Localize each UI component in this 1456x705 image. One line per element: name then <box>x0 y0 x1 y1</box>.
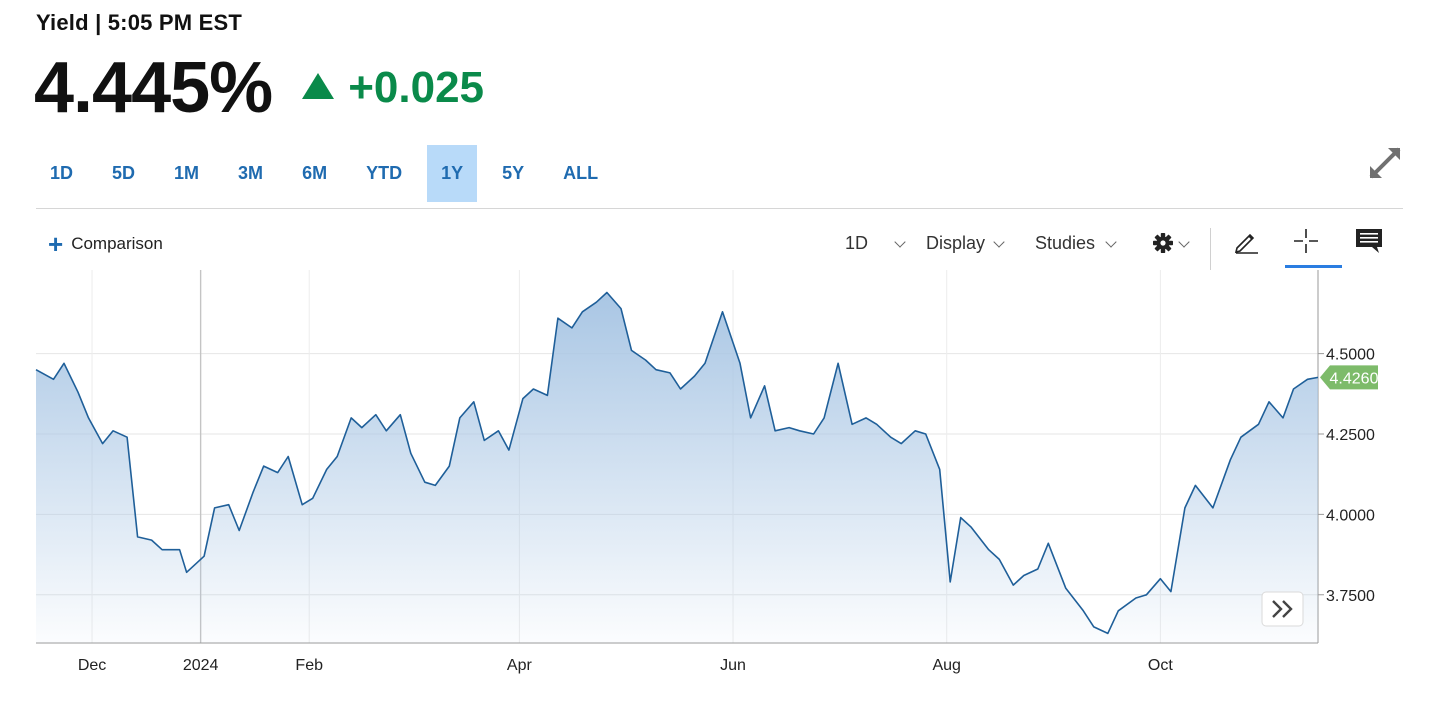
comment-icon[interactable] <box>1355 228 1383 254</box>
x-tick-label: Jun <box>720 657 746 674</box>
price-row: 4.445% +0.025 <box>34 50 484 126</box>
interval-dropdown[interactable]: 1D <box>845 228 906 258</box>
yield-line <box>35 291 1319 635</box>
x-axis-labels: Dec 2024 Feb Apr Jun Aug Oct <box>78 657 1174 674</box>
y-axis-labels: 4.5000 4.2500 4.0000 3.7500 <box>1326 347 1375 605</box>
y-tick-label: 3.7500 <box>1326 588 1375 605</box>
up-triangle-icon <box>302 73 335 99</box>
chart-toolbar: 1D Display Studies <box>0 228 1456 270</box>
y-tick-label: 4.2500 <box>1326 427 1375 444</box>
display-dropdown[interactable]: Display <box>926 228 1005 258</box>
chevron-down-icon <box>993 236 1005 248</box>
x-tick-label: 2024 <box>183 657 219 674</box>
toolbar-separator <box>1210 228 1211 270</box>
range-tab-1m[interactable]: 1M <box>174 163 200 183</box>
plus-icon: + <box>48 229 64 259</box>
interval-label: 1D <box>845 232 869 253</box>
y-tick-label: 4.0000 <box>1326 507 1375 524</box>
settings-dropdown[interactable] <box>1152 228 1190 258</box>
expand-icon[interactable] <box>1366 144 1404 182</box>
range-tabs: 1D 5D 1M 3M 6M YTD 1Y 5Y ALL <box>36 145 623 202</box>
studies-label: Studies <box>1035 232 1096 253</box>
gear-icon <box>1153 233 1173 253</box>
yield-chart[interactable]: Dec 2024 Feb Apr Jun Aug Oct 4.5000 4.2500 4.000… <box>0 270 1456 705</box>
last-value-label: 4.4260 <box>1330 370 1379 387</box>
comparison-button[interactable]: + Comparison <box>48 229 163 259</box>
x-tick-label: Aug <box>932 657 960 674</box>
y-tick-label: 4.5000 <box>1326 347 1375 364</box>
x-tick-label: Feb <box>295 657 323 674</box>
double-chevron-icon <box>1272 600 1293 618</box>
chevron-down-icon <box>1178 236 1190 248</box>
range-tab-1d[interactable]: 1D <box>50 163 74 183</box>
header-divider <box>36 208 1403 209</box>
scroll-right-button[interactable] <box>1261 591 1304 627</box>
display-label: Display <box>926 232 986 253</box>
range-tab-5d[interactable]: 5D <box>112 163 136 183</box>
x-tick-label: Dec <box>78 657 106 674</box>
range-tab-ytd[interactable]: YTD <box>366 163 403 183</box>
studies-dropdown[interactable]: Studies <box>1035 228 1117 258</box>
last-value-badge <box>1320 365 1378 390</box>
price-change-value: +0.025 <box>348 63 485 112</box>
range-tab-1y[interactable]: 1Y <box>427 145 478 202</box>
comparison-label: Comparison <box>71 234 163 253</box>
crosshair-icon[interactable] <box>1293 228 1319 254</box>
range-tab-6m[interactable]: 6M <box>302 163 328 183</box>
current-price: 4.445% <box>34 48 273 128</box>
yield-area-fill <box>36 292 1318 643</box>
last-value-tag: 4.4260 <box>1320 365 1379 390</box>
range-tab-all[interactable]: ALL <box>563 163 599 183</box>
x-tick-label: Oct <box>1148 657 1173 674</box>
pencil-icon[interactable] <box>1233 228 1259 254</box>
yield-time-label: Yield | 5:05 PM EST <box>36 10 242 35</box>
range-tab-5y[interactable]: 5Y <box>502 163 525 183</box>
chevron-down-icon <box>1105 236 1117 248</box>
range-tab-3m[interactable]: 3M <box>238 163 264 183</box>
x-tick-label: Apr <box>507 657 533 674</box>
chevron-down-icon <box>894 236 906 248</box>
price-change: +0.025 <box>302 63 484 113</box>
crosshair-active-indicator <box>1285 265 1342 268</box>
